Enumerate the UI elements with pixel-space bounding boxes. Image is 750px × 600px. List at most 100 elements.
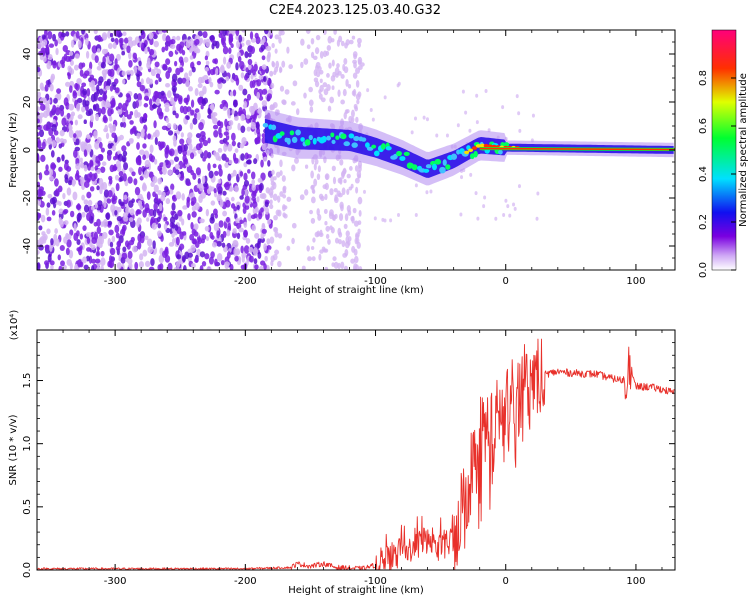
spectrogram-speckle bbox=[310, 217, 316, 224]
spectrogram-speckle bbox=[165, 160, 171, 169]
spectrogram-speckle bbox=[180, 132, 184, 138]
spectrogram-speckle bbox=[82, 88, 88, 96]
spectrogram-speckle bbox=[56, 156, 61, 163]
spectrogram-speckle bbox=[48, 168, 54, 177]
spectrogram-speckle bbox=[197, 76, 203, 84]
spectrogram-speckle bbox=[281, 99, 287, 106]
colorbar-gradient bbox=[711, 29, 737, 271]
spectrogram-speckle bbox=[484, 88, 488, 93]
spectrogram-speckle bbox=[121, 252, 128, 260]
spectrogram-speckle bbox=[306, 245, 310, 252]
spectrogram-speckle bbox=[181, 193, 185, 201]
spectrogram-speckle bbox=[237, 56, 242, 63]
spectrogram-speckle bbox=[147, 133, 151, 140]
spectrogram-speckle bbox=[263, 263, 267, 270]
spectrogram-speckle bbox=[139, 234, 145, 244]
carrier-blob bbox=[348, 133, 355, 139]
spectrogram-speckle bbox=[163, 216, 168, 222]
spectrogram-speckle bbox=[81, 194, 85, 201]
spectrogram-speckle bbox=[154, 137, 158, 146]
carrier-blob bbox=[403, 151, 410, 156]
spectrogram-speckle bbox=[136, 81, 142, 88]
spectrogram-speckle bbox=[347, 83, 352, 89]
snr-y-tick-label: 1.0 bbox=[22, 436, 33, 452]
carrier-blob bbox=[271, 124, 277, 131]
spectrogram-speckle bbox=[68, 103, 75, 111]
spectrogram-speckle bbox=[122, 31, 127, 37]
spectrogram-speckle bbox=[476, 216, 480, 221]
carrier-blob bbox=[411, 164, 418, 171]
spectrogram-speckle bbox=[260, 44, 266, 51]
spectrogram-speckle bbox=[102, 219, 108, 228]
spectrogram-speckle bbox=[83, 149, 88, 157]
spectrogram-speckle bbox=[96, 226, 102, 235]
spectrogram-speckle bbox=[422, 115, 426, 120]
spectrogram-speckle bbox=[88, 61, 93, 70]
spectrogram-speckle bbox=[202, 157, 206, 162]
spectrogram-speckle bbox=[205, 38, 211, 48]
spectrogram-speckle bbox=[62, 210, 68, 215]
figure-title: C2E4.2023.125.03.40.G32 bbox=[269, 3, 441, 18]
spectrogram-speckle bbox=[92, 104, 97, 111]
spectrogram-speckle bbox=[270, 255, 275, 263]
spectrogram-speckle bbox=[327, 238, 331, 245]
spectrogram-speckle bbox=[263, 76, 267, 82]
spectrogram-speckle bbox=[37, 124, 42, 131]
spectrogram-speckle bbox=[175, 260, 181, 268]
spectrogram-speckle bbox=[39, 54, 44, 61]
spectrogram-speckle bbox=[80, 161, 84, 168]
spectrogram-speckle bbox=[265, 45, 272, 52]
spectrogram-speckle bbox=[181, 255, 186, 263]
spectrogram-speckle bbox=[63, 220, 69, 226]
spectrogram-speckle bbox=[236, 232, 241, 240]
colorbar: 0.0 0.2 0.4 0.6 0.8 Normalized spectral ampl… bbox=[698, 29, 749, 278]
spectrogram-speckle bbox=[189, 192, 195, 198]
spectrogram-speckle bbox=[238, 84, 244, 91]
spectrogram-speckle bbox=[118, 170, 124, 177]
spectrogram-speckle bbox=[113, 78, 119, 85]
spectrogram-speckle bbox=[239, 171, 244, 177]
spectrogram-speckle bbox=[61, 117, 67, 127]
spectrogram-speckle bbox=[83, 264, 89, 270]
spectrogram-speckle bbox=[65, 81, 71, 87]
spectrogram-speckle bbox=[339, 177, 343, 185]
spectrogram-speckle bbox=[273, 226, 278, 232]
spectrogram-speckle bbox=[197, 30, 203, 37]
spectrogram-speckle bbox=[65, 31, 70, 37]
spectrogram-speckle bbox=[50, 150, 55, 158]
spectrogram-speckle bbox=[173, 266, 178, 270]
spectrogram-speckle bbox=[317, 66, 322, 72]
spectrogram-speckle bbox=[182, 105, 188, 115]
spectrogram-speckle bbox=[144, 235, 149, 241]
spectrogram-speckle bbox=[58, 265, 63, 270]
spectrogram-speckle bbox=[501, 105, 505, 110]
spectrogram-speckle bbox=[158, 144, 163, 151]
spectrogram-speckle bbox=[46, 228, 51, 235]
spectrogram-speckle bbox=[81, 82, 87, 87]
spectrogram-speckle bbox=[270, 82, 275, 89]
spectrogram-speckle bbox=[38, 50, 43, 56]
spectrogram-speckle bbox=[309, 209, 314, 215]
spectrogram-speckle bbox=[279, 191, 284, 197]
carrier-blob bbox=[340, 133, 347, 140]
spectrogram-speckle bbox=[339, 159, 344, 166]
spectrogram-speckle bbox=[204, 55, 209, 61]
spectrogram-speckle bbox=[269, 104, 275, 111]
spectrogram-speckle bbox=[156, 68, 162, 76]
spectrogram-speckle bbox=[254, 232, 260, 239]
spectrogram-speckle bbox=[121, 116, 126, 124]
spectrogram-speckle bbox=[220, 30, 224, 36]
spectrogram-speckle bbox=[218, 164, 222, 171]
spectrogram-speckle bbox=[185, 80, 190, 88]
spectrogram-speckle bbox=[194, 88, 199, 97]
spectrogram-speckle bbox=[266, 54, 271, 63]
spectrogram-speckle bbox=[164, 107, 170, 113]
spectrogram-speckle bbox=[109, 247, 116, 256]
spectrogram-speckle bbox=[128, 217, 134, 222]
spectrogram-speckle bbox=[286, 46, 290, 54]
spectrogram-speckle bbox=[350, 109, 355, 118]
spectrogram-speckle bbox=[279, 159, 283, 168]
spectrogram-speckle bbox=[325, 225, 330, 232]
spectrogram-speckle bbox=[281, 60, 286, 68]
spectrogram-speckle bbox=[137, 66, 143, 71]
